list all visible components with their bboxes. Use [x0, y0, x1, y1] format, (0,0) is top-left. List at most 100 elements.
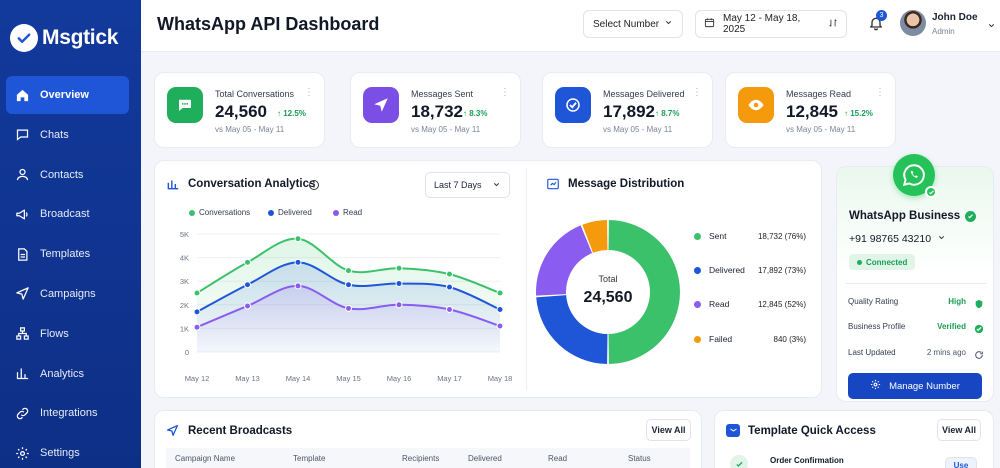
data-point-read[interactable]: [345, 304, 352, 312]
home-icon: [14, 87, 30, 103]
sidebar-item-contacts[interactable]: Contacts: [6, 156, 129, 194]
column-campaign-name[interactable]: Campaign Name: [175, 454, 236, 463]
more-icon[interactable]: ⋮: [875, 87, 885, 98]
view-all-broadcasts-button[interactable]: View All: [646, 419, 691, 441]
x-tick-label: May 16: [387, 374, 412, 383]
x-tick-label: May 18: [488, 374, 513, 383]
link-icon: [14, 405, 30, 421]
donut-slice-delivered[interactable]: [536, 295, 608, 364]
sidebar-item-campaigns[interactable]: Campaigns: [6, 275, 129, 313]
column-delivered[interactable]: Delivered: [468, 454, 502, 463]
more-icon[interactable]: ⋮: [692, 87, 702, 98]
view-all-templates-button[interactable]: View All: [937, 419, 981, 441]
data-point-read[interactable]: [294, 282, 302, 290]
sidebar-item-overview[interactable]: Overview: [6, 76, 129, 114]
data-point-delivered[interactable]: [446, 283, 453, 291]
donut-slice-sent[interactable]: [608, 220, 680, 364]
data-point-conversations[interactable]: [395, 264, 403, 272]
phone-number-selector[interactable]: +91 98765 43210: [849, 233, 946, 245]
data-point-conversations[interactable]: [345, 267, 352, 275]
conversation-line-chart: 0 1K 2K 3K 4K 5K May 12 May 13 May 14 May 15 May 1…: [180, 230, 513, 383]
sidebar-item-flows[interactable]: Flows: [6, 315, 129, 353]
data-point-read[interactable]: [446, 306, 453, 314]
donut-slice-failed[interactable]: [582, 220, 608, 253]
data-point-read[interactable]: [395, 301, 403, 309]
range-dropdown[interactable]: Last 7 Days: [425, 172, 510, 198]
stat-card-total-conversations[interactable]: Total Conversations 24,560 ↑ 12.5% vs Ma…: [154, 72, 325, 148]
check-circle-icon: [730, 455, 748, 468]
x-tick-label: May 13: [235, 374, 260, 383]
distribution-title: Message Distribution: [568, 178, 685, 190]
recent-broadcasts-title: Recent Broadcasts: [188, 425, 293, 437]
data-point-read[interactable]: [244, 302, 251, 310]
more-icon[interactable]: ⋮: [500, 87, 510, 98]
data-point-read[interactable]: [193, 323, 201, 331]
chevron-down-icon[interactable]: [987, 17, 996, 35]
analytics-title: Conversation Analytics: [188, 178, 316, 190]
use-template-button[interactable]: Use: [945, 457, 977, 468]
divider: [846, 283, 986, 284]
data-point-delivered[interactable]: [496, 306, 504, 314]
data-point-conversations[interactable]: [193, 289, 201, 297]
data-point-read[interactable]: [496, 322, 504, 330]
template-item-name[interactable]: Order Confirmation: [770, 456, 844, 465]
column-recipients[interactable]: Recipients: [402, 454, 440, 463]
sidebar-item-label: Integrations: [40, 407, 98, 420]
select-number-dropdown[interactable]: Select Number: [583, 10, 683, 38]
info-icon[interactable]: [308, 178, 320, 196]
data-point-conversations[interactable]: [294, 235, 302, 243]
send-icon: [14, 286, 30, 302]
data-point-delivered[interactable]: [193, 308, 201, 316]
sidebar-item-settings[interactable]: Settings: [6, 434, 129, 468]
column-status[interactable]: Status: [628, 454, 651, 463]
send-icon: [166, 424, 179, 442]
y-tick-label: 2K: [180, 301, 189, 310]
data-point-conversations[interactable]: [496, 289, 504, 297]
donut-center-value: 24,560: [583, 289, 633, 306]
data-point-delivered[interactable]: [395, 280, 403, 288]
data-point-delivered[interactable]: [294, 258, 302, 266]
gear-icon: [14, 445, 30, 461]
data-point-delivered[interactable]: [244, 281, 251, 289]
y-tick-label: 1K: [180, 324, 189, 333]
sidebar-item-templates[interactable]: Templates: [6, 235, 129, 273]
stat-value: 18,732: [411, 102, 463, 121]
last-updated-label: Last Updated: [848, 348, 896, 357]
series-area-read: [197, 285, 500, 352]
donut-slice-read[interactable]: [536, 225, 593, 296]
stat-label: Messages Sent: [411, 89, 474, 99]
user-role: Admin: [932, 27, 955, 36]
date-range-label: May 12 - May 18, 2025: [723, 13, 801, 35]
stat-card-messages-read[interactable]: Messages Read 12,845 ↑ 15.2% vs May 05 -…: [725, 72, 896, 148]
refresh-icon[interactable]: [974, 347, 984, 365]
column-read[interactable]: Read: [548, 454, 568, 463]
data-point-conversations[interactable]: [244, 258, 251, 266]
y-tick-label: 0: [185, 348, 189, 357]
stat-label: Messages Read: [786, 89, 852, 99]
sidebar-item-label: Flows: [40, 327, 69, 340]
message-distribution-donut: [536, 220, 680, 364]
sidebar-item-broadcast[interactable]: Broadcast: [6, 195, 129, 233]
data-point-conversations[interactable]: [446, 270, 453, 278]
sidebar-item-analytics[interactable]: Analytics: [6, 355, 129, 393]
avatar[interactable]: [900, 10, 926, 36]
sidebar-item-integrations[interactable]: Integrations: [6, 394, 129, 432]
panel-divider: [526, 168, 527, 390]
notifications-button[interactable]: 3: [865, 10, 887, 36]
data-point-delivered[interactable]: [345, 281, 352, 289]
x-tick-label: May 15: [336, 374, 361, 383]
manage-number-button[interactable]: Manage Number: [848, 373, 982, 399]
business-profile-label: Business Profile: [848, 322, 906, 331]
stat-label: Messages Delivered: [603, 89, 685, 99]
stat-comparison: vs May 05 - May 11: [786, 125, 856, 134]
stat-card-messages-sent[interactable]: Messages Sent 18,732 ↑ 8.3% vs May 05 - …: [350, 72, 521, 148]
stat-comparison: vs May 05 - May 11: [411, 125, 481, 134]
stat-card-messages-delivered[interactable]: Messages Delivered 17,892 ↑ 8.7% vs May …: [542, 72, 713, 148]
swap-icon: [828, 18, 838, 31]
sidebar-item-chats[interactable]: Chats: [6, 116, 129, 154]
app-logo[interactable]: Msgtick: [0, 0, 141, 62]
more-icon[interactable]: ⋮: [304, 87, 314, 98]
check-icon: [555, 87, 591, 123]
date-range-picker[interactable]: May 12 - May 18, 2025: [695, 10, 847, 38]
column-template[interactable]: Template: [293, 454, 326, 463]
